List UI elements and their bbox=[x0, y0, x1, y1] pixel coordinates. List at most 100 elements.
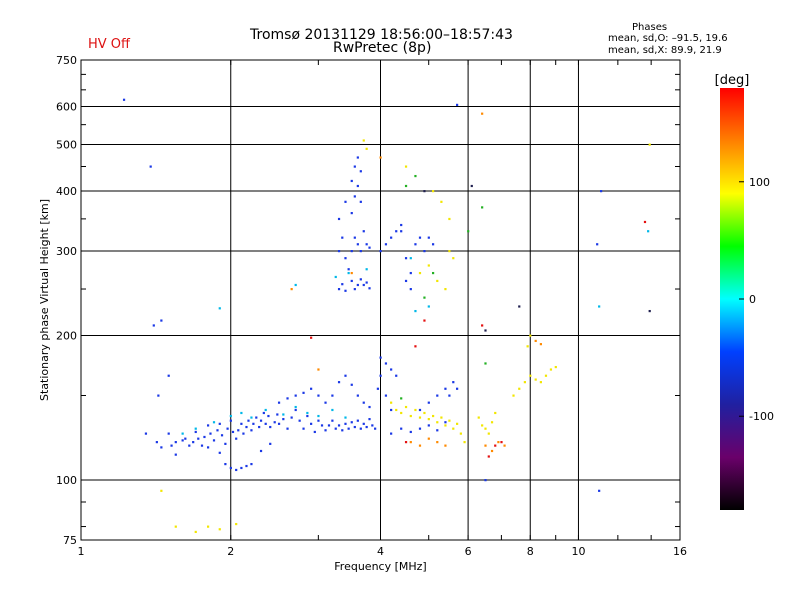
data-point bbox=[350, 212, 353, 215]
data-point bbox=[484, 329, 487, 332]
data-point bbox=[218, 451, 221, 454]
data-point bbox=[448, 419, 451, 422]
data-point bbox=[362, 139, 365, 142]
data-point bbox=[282, 413, 285, 416]
data-point bbox=[353, 236, 356, 239]
data-point bbox=[341, 283, 344, 286]
data-point bbox=[250, 429, 253, 432]
data-point bbox=[400, 223, 403, 227]
data-point bbox=[247, 419, 250, 422]
data-point bbox=[347, 271, 350, 275]
data-point bbox=[192, 441, 195, 444]
colorbar-label: [deg] bbox=[715, 73, 750, 88]
data-point bbox=[240, 466, 243, 470]
data-point bbox=[427, 264, 430, 267]
y-tick-label: 75 bbox=[63, 534, 77, 547]
data-point bbox=[418, 416, 422, 419]
data-point bbox=[350, 383, 353, 386]
data-point bbox=[400, 230, 403, 233]
data-point bbox=[409, 288, 412, 291]
y-tick-label: 200 bbox=[56, 330, 77, 343]
data-point bbox=[470, 184, 473, 188]
data-point bbox=[356, 394, 359, 397]
hv-status: HV Off bbox=[88, 37, 130, 52]
data-point bbox=[368, 418, 371, 421]
data-point bbox=[353, 425, 356, 429]
colorbar-tick-label: 0 bbox=[749, 293, 756, 306]
data-point bbox=[313, 430, 316, 434]
data-point bbox=[463, 441, 466, 444]
data-point bbox=[523, 381, 526, 384]
data-point bbox=[276, 413, 279, 416]
data-point bbox=[395, 230, 398, 233]
data-point bbox=[598, 489, 601, 492]
data-point bbox=[596, 243, 599, 246]
data-point bbox=[310, 336, 313, 339]
data-point bbox=[344, 289, 347, 292]
data-point bbox=[235, 468, 238, 472]
data-point bbox=[431, 190, 435, 193]
colorbar: [deg] 100 0 -100 bbox=[715, 73, 774, 510]
data-point bbox=[259, 419, 263, 422]
data-point bbox=[194, 427, 197, 430]
data-point bbox=[365, 147, 368, 150]
data-point bbox=[237, 429, 240, 432]
data-point bbox=[347, 268, 350, 271]
axes: 1 2 4 6 8 10 16 75 100 200 300 400 500 600 750 Frequenc… bbox=[38, 54, 687, 573]
data-point bbox=[365, 243, 368, 246]
y-tick-label: 400 bbox=[56, 185, 77, 198]
phases-x-stats: mean, sd,X: 89.9, 21.9 bbox=[608, 45, 722, 56]
data-point bbox=[427, 401, 430, 404]
y-tick-label: 300 bbox=[56, 245, 77, 258]
data-point bbox=[353, 195, 356, 198]
data-point bbox=[269, 442, 272, 445]
data-point bbox=[262, 411, 265, 415]
data-point bbox=[294, 283, 297, 287]
data-point bbox=[500, 441, 503, 444]
data-point bbox=[188, 444, 191, 447]
data-point bbox=[224, 462, 227, 466]
data-point bbox=[539, 381, 542, 384]
data-point bbox=[160, 489, 163, 492]
data-point bbox=[235, 522, 238, 526]
data-point bbox=[229, 419, 232, 422]
data-point bbox=[337, 217, 341, 221]
data-point bbox=[431, 414, 435, 418]
data-point bbox=[290, 416, 293, 419]
data-point bbox=[427, 236, 430, 239]
data-point bbox=[379, 356, 382, 359]
data-point bbox=[404, 184, 408, 188]
data-point bbox=[418, 427, 422, 430]
data-point bbox=[277, 401, 281, 404]
data-point bbox=[362, 401, 365, 404]
data-point bbox=[194, 430, 197, 434]
y-axis-label: Stationary phase Virtual Height [km] bbox=[38, 199, 51, 401]
data-point bbox=[218, 422, 221, 425]
data-point bbox=[298, 419, 301, 422]
data-point bbox=[459, 432, 462, 435]
data-point bbox=[379, 374, 382, 377]
data-point bbox=[534, 339, 537, 343]
data-point bbox=[320, 424, 324, 427]
data-point bbox=[648, 309, 651, 313]
data-point bbox=[184, 437, 187, 440]
data-point bbox=[212, 439, 216, 442]
data-point bbox=[436, 421, 439, 424]
data-point bbox=[302, 427, 305, 430]
data-point bbox=[229, 466, 232, 470]
data-point bbox=[231, 430, 235, 434]
data-point bbox=[418, 408, 422, 412]
data-point bbox=[181, 439, 184, 442]
data-point bbox=[152, 324, 155, 327]
data-point bbox=[497, 441, 500, 444]
data-point bbox=[218, 528, 221, 531]
data-point bbox=[167, 432, 170, 435]
data-point bbox=[539, 343, 542, 346]
data-point bbox=[404, 279, 408, 283]
data-point bbox=[160, 319, 163, 322]
data-point bbox=[404, 405, 408, 409]
data-point bbox=[444, 421, 447, 424]
data-point bbox=[467, 230, 470, 233]
y-tick-label: 100 bbox=[56, 474, 77, 487]
data-point bbox=[409, 414, 412, 418]
